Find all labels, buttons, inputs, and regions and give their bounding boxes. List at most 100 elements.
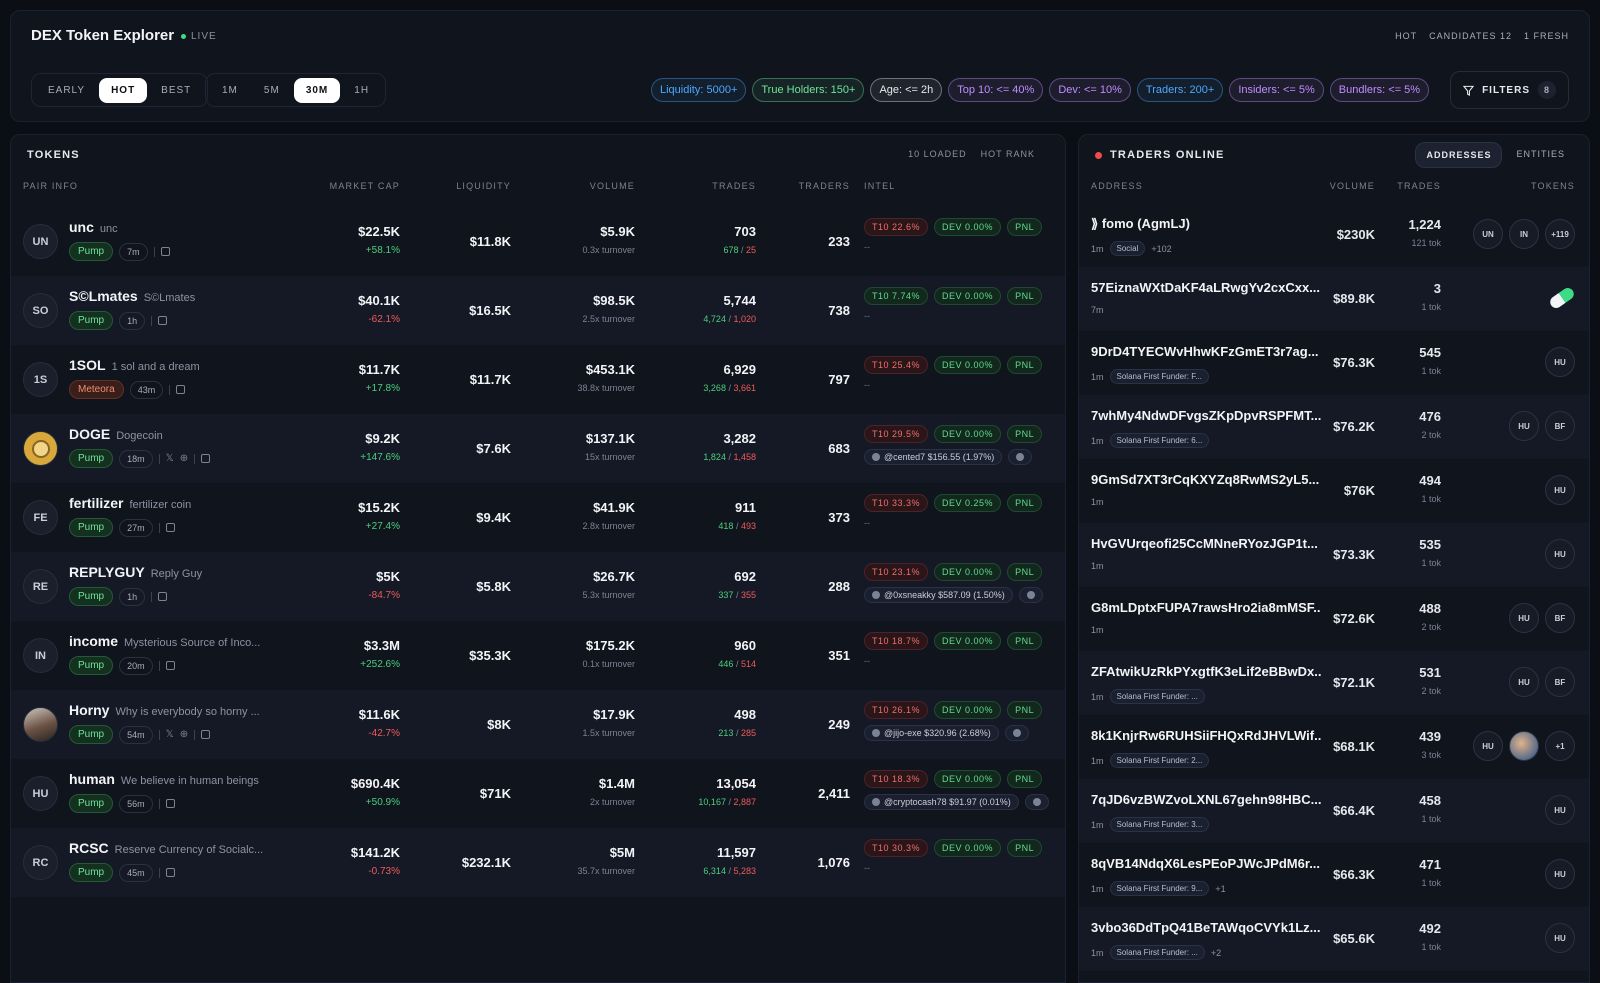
token-badge[interactable]: HU [1509,667,1539,697]
token-image-icon[interactable] [1509,731,1539,761]
token-row[interactable]: SO S©Lmates S©Lmates Pump 1h $40.1K -62.1% $16.… [11,276,1065,345]
token-badge[interactable]: HU [1545,923,1575,953]
trader-row[interactable]: 3vbo36DdTpQ41BeTAWqoCVYk1Lz... 1m Solana F… [1079,907,1589,971]
col-volume[interactable]: VOLUME [1329,181,1375,191]
trader-row[interactable]: 7whMy4NdwDFvgsZKpDpvRSPFMT... 1m Solana Fi… [1079,395,1589,459]
filter-chip[interactable]: True Holders: 150+ [752,78,865,102]
token-row[interactable]: RC RCSC Reserve Currency of Socialc... Pump… [11,828,1065,897]
token-badge[interactable]: HU [1545,795,1575,825]
filter-chip[interactable]: Age: <= 2h [870,78,943,102]
filter-chip[interactable]: Insiders: <= 5% [1229,78,1324,102]
filter-chip[interactable]: Dev: <= 10% [1049,78,1131,102]
copy-icon[interactable] [165,523,175,532]
col-trades[interactable]: TRADES [1397,181,1441,191]
trader-address[interactable]: ⟫ fomo (AgmLJ) [1091,216,1190,232]
trader-row[interactable]: HvGVUrqeofi25CcMNneRYozJGP1t... 1m $73.3K 5… [1079,523,1589,587]
token-badge[interactable]: HU [1545,859,1575,889]
kol-holder-badge[interactable]: @cryptocash78 $91.97 (0.01%) [864,794,1019,810]
mode-option-hot[interactable]: HOT [99,77,148,103]
trader-row[interactable]: 9GmSd7XT3rCqKXYZq8RwMS2yL5... 1m $76K 494 1 … [1079,459,1589,523]
copy-icon[interactable] [201,730,211,739]
token-badge[interactable]: UN [1473,219,1503,249]
copy-icon[interactable] [160,247,170,256]
globe-icon[interactable]: ⊕ [179,729,189,740]
kol-holder-badge-more[interactable] [1004,725,1029,741]
trader-row[interactable]: ZFAtwikUzRkPYxgtfK3eLif2eBBwDx... 1m Solan… [1079,651,1589,715]
col-liquidity[interactable]: LIQUIDITY [456,181,511,191]
kol-holder-badge[interactable]: @jijo-exe $320.96 (2.68%) [864,725,999,741]
copy-icon[interactable] [158,592,168,601]
trader-address[interactable]: 3vbo36DdTpQ41BeTAWqoCVYk1Lz... [1091,920,1320,935]
filter-chip[interactable]: Bundlers: <= 5% [1329,78,1430,102]
trader-address[interactable]: 9DrD4TYECWvHhwKFzGmET3r7ag... [1091,344,1319,359]
col-pair-info[interactable]: PAIR INFO [23,181,79,191]
timeframe-option-5m[interactable]: 5M [263,84,280,96]
trader-row[interactable]: G8mLDptxFUPA7rawsHro2ia8mMSF... 1m $72.6K 4… [1079,587,1589,651]
trader-row[interactable]: 9DrD4TYECWvHhwKFzGmET3r7ag... 1m Solana Fi… [1079,331,1589,395]
trader-row[interactable]: 8k1KnjrRw6RUHSiiFHQxRdJHVLWif... 1m Solana… [1079,715,1589,779]
tab-addresses[interactable]: ADDRESSES [1415,142,1503,168]
kol-holder-badge[interactable]: @cented7 $156.55 (1.97%) [864,449,1003,465]
copy-icon[interactable] [201,454,211,463]
token-row[interactable]: 1S 1SOL 1 sol and a dream Meteora 43m $11.7K +… [11,345,1065,414]
token-badge[interactable]: HU [1545,347,1575,377]
token-row[interactable]: HU human We believe in human beings Pump 56m… [11,759,1065,828]
filter-chip[interactable]: Top 10: <= 40% [948,78,1044,102]
token-badge[interactable]: HU [1509,603,1539,633]
token-badge[interactable]: BF [1545,667,1575,697]
copy-icon[interactable] [165,661,175,670]
filter-chip[interactable]: Traders: 200+ [1136,78,1224,102]
kol-holder-badge-more[interactable] [1018,587,1043,603]
trader-row[interactable]: 7qJD6vzBWZvoLXNL67gehn98HBC... 1m Solana F… [1079,779,1589,843]
copy-icon[interactable] [165,799,175,808]
x-twitter-icon[interactable]: 𝕏 [165,729,174,740]
x-twitter-icon[interactable]: 𝕏 [165,453,174,464]
copy-icon[interactable] [176,385,186,394]
trader-address[interactable]: 8qVB14NdqX6LesPEoPJWcJPdM6r... [1091,856,1320,871]
token-badge[interactable]: BF [1545,411,1575,441]
col-traders[interactable]: TRADERS [798,181,850,191]
token-row[interactable]: Horny Why is everybody so horny ... Pump 54… [11,690,1065,759]
col-trades[interactable]: TRADES [712,181,756,191]
token-badge[interactable]: HU [1545,539,1575,569]
trader-address[interactable]: 9GmSd7XT3rCqKXYZq8RwMS2yL5... [1091,472,1319,487]
token-badge[interactable]: +1 [1545,731,1575,761]
token-row[interactable]: UN unc unc Pump 7m $22.5K +58.1% $11.8K $5.9K 0.3… [11,207,1065,276]
token-row[interactable]: FE fertilizer fertilizer coin Pump 27m $15.2K… [11,483,1065,552]
trader-address[interactable]: G8mLDptxFUPA7rawsHro2ia8mMSF... [1091,600,1321,615]
filters-button[interactable]: FILTERS 8 [1450,71,1569,109]
kol-holder-badge-more[interactable] [1024,794,1049,810]
trader-address[interactable]: 57EiznaWXtDaKF4aLRwgYv2cxCxx... [1091,280,1320,295]
trader-row[interactable]: 57EiznaWXtDaKF4aLRwgYv2cxCxx... 7m $89.8K 3… [1079,267,1589,331]
trader-row[interactable]: ⟫ fomo (AgmLJ) 1m Social +102 $230K 1,224 121 … [1079,203,1589,267]
token-row[interactable]: DOGE Dogecoin Pump 18m 𝕏 ⊕ $9.2K +147.6% $7.6K $1… [11,414,1065,483]
trader-address[interactable]: 8k1KnjrRw6RUHSiiFHQxRdJHVLWif... [1091,728,1321,743]
trader-address[interactable]: 7qJD6vzBWZvoLXNL67gehn98HBC... [1091,792,1321,807]
token-badge[interactable]: +119 [1545,219,1575,249]
timeframe-option-30m[interactable]: 30M [293,77,341,103]
token-row[interactable]: IN income Mysterious Source of Inco... Pump… [11,621,1065,690]
trader-address[interactable]: HvGVUrqeofi25CcMNneRYozJGP1t... [1091,536,1318,551]
copy-icon[interactable] [165,868,175,877]
token-badge[interactable]: IN [1509,219,1539,249]
trader-row[interactable]: 8qVB14NdqX6LesPEoPJWcJPdM6r... 1m Solana F… [1079,843,1589,907]
token-badge[interactable]: HU [1509,411,1539,441]
mode-option-early[interactable]: EARLY [48,84,86,96]
token-badge[interactable]: BF [1545,603,1575,633]
trader-address[interactable]: ZFAtwikUzRkPYxgtfK3eLif2eBBwDx... [1091,664,1321,679]
trader-address[interactable]: 7whMy4NdwDFvgsZKpDpvRSPFMT... [1091,408,1321,423]
rank-mode[interactable]: HOT RANK [980,149,1035,159]
col-market-cap[interactable]: MARKET CAP [329,181,400,191]
mode-option-best[interactable]: BEST [161,84,192,96]
token-badge[interactable]: HU [1473,731,1503,761]
copy-icon[interactable] [158,316,168,325]
timeframe-option-1h[interactable]: 1H [354,84,370,96]
col-address[interactable]: ADDRESS [1091,181,1143,191]
token-badge[interactable]: HU [1545,475,1575,505]
token-row[interactable]: RE REPLYGUY Reply Guy Pump 1h $5K -84.7% $5.8K $… [11,552,1065,621]
col-volume[interactable]: VOLUME [589,181,635,191]
globe-icon[interactable]: ⊕ [179,453,189,464]
timeframe-option-1m[interactable]: 1M [222,84,238,96]
tab-entities[interactable]: ENTITIES [1516,149,1565,159]
kol-holder-badge-more[interactable] [1008,449,1033,465]
